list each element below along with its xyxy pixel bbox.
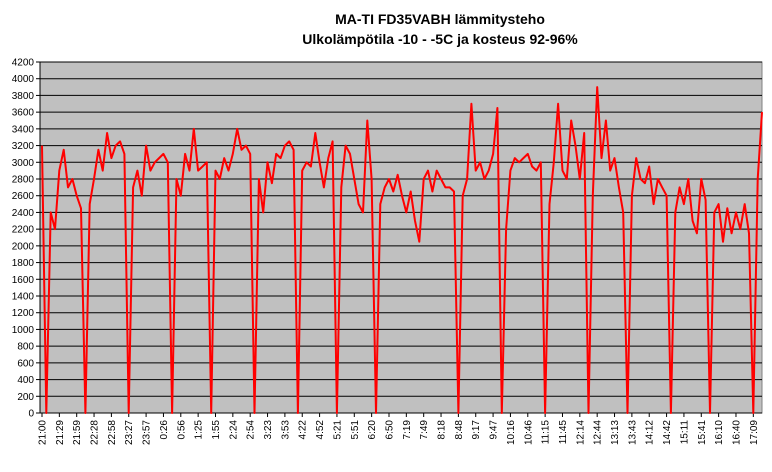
x-tick-label: 21:00 — [38, 420, 49, 445]
x-tick-label: 3:23 — [263, 420, 274, 440]
x-tick-label: 15:41 — [697, 420, 708, 445]
x-tick-label: 22:28 — [90, 420, 101, 445]
y-tick-label: 800 — [17, 342, 34, 353]
x-tick-label: 6:20 — [367, 420, 378, 440]
x-tick-label: 12:14 — [575, 420, 586, 445]
x-tick-label: 17:09 — [749, 420, 760, 445]
y-tick-label: 2600 — [12, 191, 35, 202]
x-tick-label: 14:12 — [645, 420, 656, 445]
x-tick-label: 2:54 — [246, 420, 257, 440]
y-tick-label: 3000 — [12, 158, 35, 169]
x-tick-label: 7:19 — [402, 420, 413, 440]
x-tick-label: 21:59 — [72, 420, 83, 445]
x-tick-label: 1:55 — [211, 420, 222, 440]
x-tick-label: 23:57 — [142, 420, 153, 445]
x-tick-label: 11:15 — [541, 420, 552, 445]
y-tick-label: 0 — [28, 409, 34, 420]
y-tick-label: 2000 — [12, 241, 35, 252]
x-tick-label: 16:40 — [731, 420, 742, 445]
x-tick-label: 5:21 — [332, 420, 343, 440]
x-tick-label: 8:48 — [454, 420, 465, 440]
plot-area — [39, 61, 763, 414]
y-tick-label: 600 — [17, 358, 34, 369]
x-tick-label: 10:46 — [523, 420, 534, 445]
x-tick-label: 0:56 — [176, 420, 187, 440]
x-tick-label: 2:24 — [228, 420, 239, 440]
x-tick-label: 12:44 — [593, 420, 604, 445]
y-tick-label: 1600 — [12, 275, 35, 286]
x-tick-label: 6:50 — [384, 420, 395, 440]
x-tick-label: 14:42 — [662, 420, 673, 445]
x-tick-label: 8:18 — [437, 420, 448, 440]
y-tick-label: 2200 — [12, 225, 35, 236]
x-tick-label: 4:22 — [298, 420, 309, 440]
y-tick-label: 1800 — [12, 258, 35, 269]
x-tick-label: 3:53 — [280, 420, 291, 440]
y-tick-label: 4200 — [12, 58, 35, 69]
x-tick-label: 9:47 — [489, 420, 500, 440]
y-tick-label: 1200 — [12, 308, 35, 319]
y-tick-label: 3200 — [12, 141, 35, 152]
x-tick-label: 15:11 — [679, 420, 690, 445]
y-tick-label: 2800 — [12, 175, 35, 186]
x-tick-label: 4:52 — [315, 420, 326, 440]
chart-title: MA-TI FD35VABH lämmitysteho — [335, 11, 545, 27]
chart-subtitle: Ulkolämpötila -10 - -5C ja kosteus 92-96… — [302, 31, 578, 47]
x-tick-label: 5:51 — [350, 420, 361, 440]
y-tick-label: 3800 — [12, 91, 35, 102]
y-tick-label: 1000 — [12, 325, 35, 336]
x-tick-label: 9:17 — [471, 420, 482, 440]
y-tick-label: 3400 — [12, 124, 35, 135]
x-tick-label: 13:43 — [627, 420, 638, 445]
x-tick-label: 7:49 — [419, 420, 430, 440]
y-tick-label: 200 — [17, 392, 34, 403]
x-tick-label: 10:16 — [506, 420, 517, 445]
x-tick-label: 23:27 — [124, 420, 135, 445]
x-tick-label: 0:26 — [159, 420, 170, 440]
x-tick-label: 16:10 — [714, 420, 725, 445]
x-tick-label: 13:13 — [610, 420, 621, 445]
y-tick-label: 2400 — [12, 208, 35, 219]
line-series — [41, 86, 763, 414]
x-tick-label: 1:25 — [194, 420, 205, 440]
x-tick-label: 21:29 — [55, 420, 66, 445]
x-tick-label: 11:45 — [558, 420, 569, 445]
y-tick-label: 4000 — [12, 74, 35, 85]
y-tick-label: 3600 — [12, 108, 35, 119]
y-tick-label: 400 — [17, 375, 34, 386]
x-tick-label: 22:58 — [107, 420, 118, 445]
y-tick-label: 1400 — [12, 292, 35, 303]
